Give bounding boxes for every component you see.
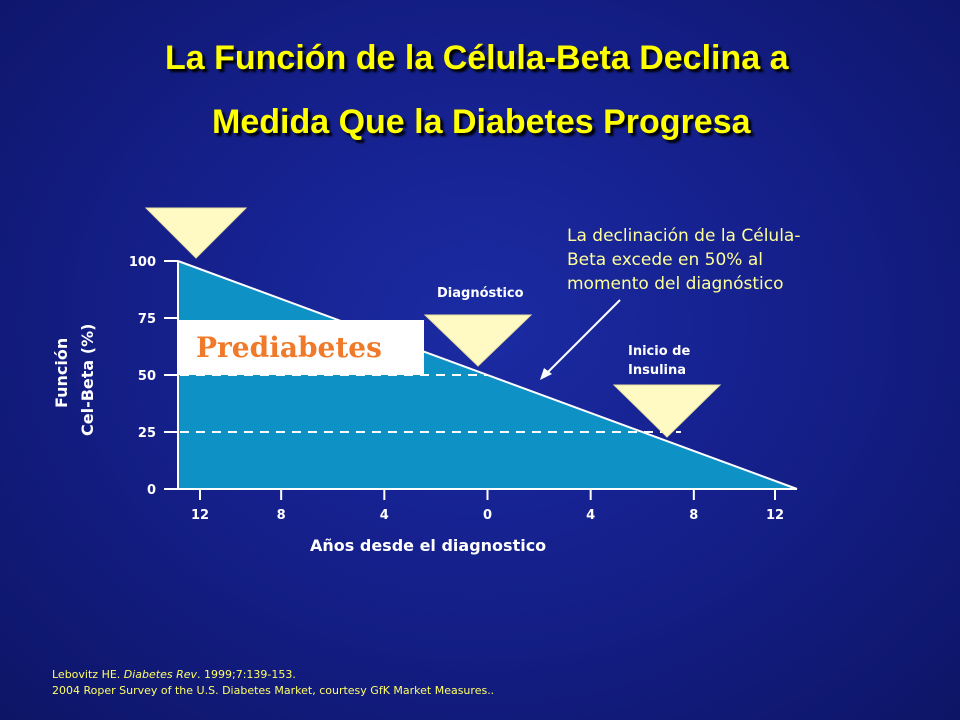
prediabetes-box: Prediabetes bbox=[178, 320, 424, 375]
annotation-line-3: momento del diagnóstico bbox=[567, 274, 784, 294]
y-axis-label-line-2: Cel-Beta (%) bbox=[78, 323, 97, 436]
x-tick-label-5: 8 bbox=[689, 508, 698, 523]
marker-triangle-2 bbox=[612, 384, 722, 438]
annotation-note: La declinación de la Célula- Beta excede… bbox=[567, 224, 887, 296]
y-tick-label-25: 25 bbox=[138, 426, 156, 441]
y-axis-label: Función Cel-Beta (%) bbox=[30, 290, 120, 440]
y-tick-label-100: 100 bbox=[129, 255, 156, 270]
x-tick-label-1: 8 bbox=[277, 508, 286, 523]
reference-1-author: Lebovitz HE. bbox=[52, 668, 124, 681]
annotation-arrow-line bbox=[544, 299, 621, 376]
marker-label-insulina-line-2: Insulina bbox=[628, 363, 687, 378]
reference-1-rest: . 1999;7:139-153. bbox=[197, 668, 296, 681]
x-tick-label-2: 4 bbox=[380, 508, 389, 523]
y-axis-label-line-1: Función bbox=[52, 337, 71, 408]
title-line-2: Medida Que la Diabetes Progresa bbox=[212, 103, 751, 141]
title-line-1: La Función de la Célula-Beta Declina a bbox=[165, 39, 789, 77]
x-axis-label: Años desde el diagnostico bbox=[310, 536, 547, 555]
annotation-arrow-head bbox=[540, 368, 552, 380]
marker-label-insulina: Inicio de Insulina bbox=[628, 342, 690, 380]
marker-triangle-0 bbox=[144, 207, 248, 259]
reference-1: Lebovitz HE. Diabetes Rev. 1999;7:139-15… bbox=[52, 668, 296, 681]
marker-label-diagnostico: Diagnóstico bbox=[437, 286, 524, 301]
annotation-line-2: Beta excede en 50% al bbox=[567, 250, 763, 270]
y-tick-label-50: 50 bbox=[138, 369, 156, 384]
reference-1-journal: Diabetes Rev bbox=[123, 668, 198, 681]
x-tick-label-3: 0 bbox=[483, 508, 492, 523]
y-tick-label-0: 0 bbox=[147, 483, 156, 498]
x-tick-label-4: 4 bbox=[586, 508, 595, 523]
marker-triangle-1 bbox=[423, 314, 533, 367]
marker-label-insulina-line-1: Inicio de bbox=[628, 344, 691, 359]
reference-2: 2004 Roper Survey of the U.S. Diabetes M… bbox=[52, 684, 495, 697]
y-tick-label-75: 75 bbox=[138, 312, 156, 327]
annotation-line-1: La declinación de la Célula- bbox=[567, 226, 801, 246]
x-tick-label-6: 12 bbox=[766, 508, 784, 523]
x-tick-label-0: 12 bbox=[191, 508, 209, 523]
